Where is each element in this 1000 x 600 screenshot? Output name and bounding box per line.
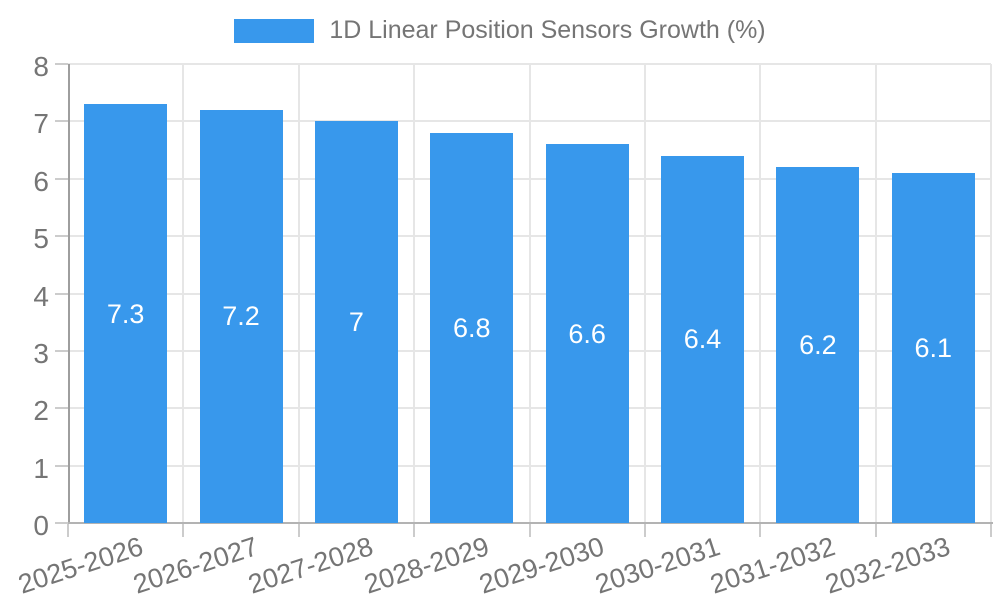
y-tick-label: 2 bbox=[33, 395, 49, 427]
y-tick bbox=[55, 63, 68, 65]
x-gridline bbox=[528, 64, 531, 523]
y-tick-label: 5 bbox=[33, 223, 49, 255]
legend: 1D Linear Position Sensors Growth (%) bbox=[0, 16, 1000, 45]
y-tick bbox=[55, 464, 68, 467]
y-tick bbox=[55, 177, 68, 180]
bar[interactable] bbox=[430, 132, 514, 523]
y-tick bbox=[55, 292, 68, 295]
y-tick-label: 7 bbox=[33, 108, 49, 140]
bar-value-label: 7 bbox=[348, 307, 364, 338]
x-tick bbox=[67, 523, 69, 537]
bar-value-label: 6.4 bbox=[683, 324, 722, 355]
y-tick bbox=[55, 235, 68, 238]
y-tick-label: 1 bbox=[33, 452, 49, 484]
x-gridline bbox=[874, 64, 877, 523]
x-gridline bbox=[990, 64, 992, 523]
y-tick bbox=[55, 120, 68, 123]
y-tick-label: 0 bbox=[33, 510, 49, 541]
bar-value-label: 6.8 bbox=[453, 312, 491, 343]
bar[interactable] bbox=[84, 104, 168, 523]
x-tick bbox=[643, 523, 646, 537]
bar-value-label: 6.6 bbox=[568, 318, 606, 349]
bar-value-label: 6.1 bbox=[914, 333, 953, 363]
x-tick bbox=[182, 523, 185, 537]
x-tick bbox=[413, 523, 416, 537]
x-tick bbox=[874, 523, 877, 537]
y-tick-label: 4 bbox=[33, 280, 49, 312]
x-gridline bbox=[413, 64, 416, 523]
bar-value-label: 7.2 bbox=[222, 301, 260, 332]
bar[interactable] bbox=[776, 167, 860, 523]
y-tick bbox=[55, 522, 68, 524]
x-tick bbox=[759, 523, 762, 537]
x-axis-line bbox=[68, 522, 993, 524]
x-gridline bbox=[759, 64, 762, 523]
bar[interactable] bbox=[545, 144, 629, 523]
bar[interactable] bbox=[314, 121, 398, 523]
y-axis-line bbox=[68, 64, 70, 523]
bar[interactable] bbox=[891, 173, 975, 523]
x-tick bbox=[528, 523, 531, 537]
y-tick-label: 3 bbox=[33, 337, 49, 369]
legend-label: 1D Linear Position Sensors Growth (%) bbox=[329, 16, 766, 44]
y-tick bbox=[55, 349, 68, 352]
x-gridline bbox=[182, 64, 185, 523]
bar-value-label: 6.2 bbox=[799, 330, 837, 361]
bar-value-label: 7.3 bbox=[106, 298, 145, 329]
y-tick-label: 6 bbox=[33, 165, 49, 197]
x-gridline bbox=[297, 64, 300, 523]
x-gridline bbox=[643, 64, 646, 523]
x-tick bbox=[297, 523, 300, 537]
legend-swatch bbox=[234, 18, 315, 43]
y-tick bbox=[55, 407, 68, 410]
bar[interactable] bbox=[661, 155, 745, 523]
x-tick bbox=[990, 523, 992, 537]
bar[interactable] bbox=[199, 109, 283, 523]
y-tick-label: 8 bbox=[33, 51, 49, 82]
